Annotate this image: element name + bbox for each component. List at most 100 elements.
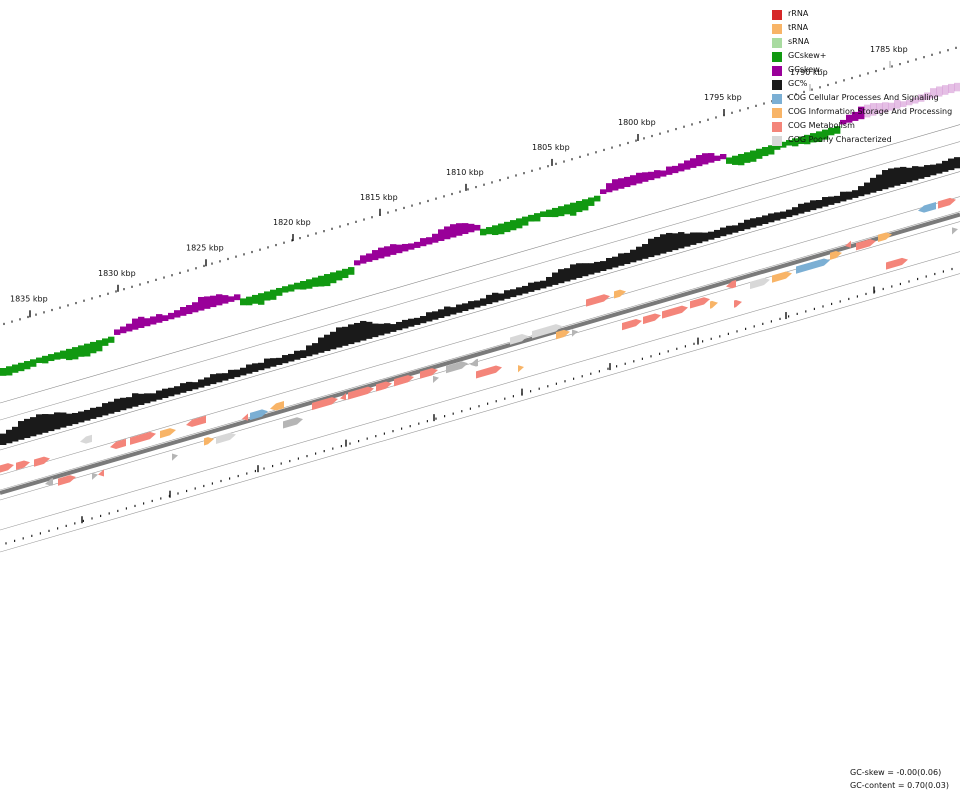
gene-feature-cog-metabolism [662,305,688,319]
gene-feature-cog-metabolism [348,386,374,400]
gc-content-bar [168,387,175,397]
gc-skew-plus-bar [726,157,733,164]
gc-content-bar [294,350,301,360]
gc-skew-minus-bar [366,253,373,262]
gene-feature-cog-metabolism [643,313,661,325]
ruler-tick-label: 1815 kbp [360,193,398,202]
gc-skew-minus-bar [138,316,145,328]
gc-skew-plus-bar [306,279,313,289]
gc-skew-plus-bar [348,267,355,275]
gc-content-bar [144,393,151,404]
gc-skew-minus-bar [228,296,235,302]
gc-content-bar [798,203,805,214]
gc-skew-plus-bar [798,136,805,144]
ruler-tick-label: 1805 kbp [532,143,570,152]
gene-feature-cog-metabolism [98,469,104,477]
gc-skew-minus-bar [720,154,727,160]
gc-content-bar [486,294,493,305]
gc-skew-minus-bar [612,179,619,191]
gc-skew-minus-bar [630,175,637,186]
gene-feature-cog-information [710,300,718,309]
gc-content-bar [276,357,283,365]
gc-content-bar [774,212,781,221]
gc-skew-minus-bar [174,310,181,318]
guide-line [0,124,960,404]
legend-label-rrna: rRNA [788,9,809,18]
legend-label-cog-poorly: COG Poorly Characterized [788,135,892,144]
gc-skew-plus-bar [264,291,271,301]
gc-skew-plus-bar [6,366,13,376]
gc-skew-minus-bar [864,104,871,118]
gc-content-bar [42,414,49,433]
gc-content-bar [30,417,37,437]
gc-skew-plus-bar [270,289,277,300]
legend-label-gcskew-minus: GCskew- [788,65,823,74]
gc-content-bar [660,234,667,254]
gc-skew-minus-bar [648,171,655,181]
gc-skew-plus-bar [570,202,577,216]
gc-content-bar [522,285,529,294]
gc-content-bar [438,309,445,318]
gene-feature-cog-unknown [92,472,98,480]
ruler-tick-label: 1830 kbp [98,269,136,278]
gc-skew-minus-bar [216,294,223,306]
gc-content-bar [954,157,960,169]
gc-skew-minus-bar [918,94,925,102]
gc-content-bar [468,301,475,310]
gc-content-bar [852,190,859,198]
legend-label-srna: sRNA [788,37,810,46]
legend-item-gcskew-plus: GCskew+ [772,50,960,64]
gc-content-bar [876,174,883,191]
gc-skew-plus-bar [762,147,769,157]
gc-skew-minus-bar [714,155,721,161]
gc-content-bar [942,160,949,172]
gc-content-bar [828,196,835,205]
gene-feature-cog-metabolism [16,460,30,470]
gc-skew-minus-bar [378,247,385,259]
gc-content-bar [174,386,181,395]
gc-skew-plus-bar [546,209,553,218]
gene-feature-cog-information [614,289,626,299]
gc-content-bar [288,353,295,362]
legend-swatch-rrna [772,10,782,20]
gene-feature-cog-unknown [45,478,53,486]
legend-swatch-cog-information [772,108,782,118]
ruler-tick-label: 1810 kbp [446,168,484,177]
gc-skew-plus-bar [552,207,559,218]
gc-content-bar [6,429,13,444]
gc-content-bar [222,373,229,381]
gc-skew-minus-bar [468,223,475,233]
gc-skew-plus-bar [558,206,565,217]
gc-skew-plus-bar [582,199,589,211]
gene-feature-cog-information [270,401,284,411]
gene-feature-cog-metabolism [58,475,76,486]
gc-content-bar [192,382,199,390]
gene-feature-cog-metabolism [0,463,14,473]
ruler-tick-label: 1825 kbp [186,243,224,252]
gc-content-bar [126,397,133,409]
gc-skew-minus-bar [930,88,937,99]
gc-content-bar [690,232,697,245]
gc-skew-plus-bar [240,298,247,306]
gene-feature-cog-metabolism [845,240,851,248]
gc-skew-minus-bar [846,114,853,123]
gc-content-bar [768,213,775,223]
feature-track [0,197,960,495]
gc-content-bar [840,191,847,202]
gc-content-bar [780,211,787,219]
gc-content-bar [444,306,451,317]
gc-content-bar [816,200,823,209]
gc-skew-plus-bar [498,223,505,235]
gc-content-bar [732,225,739,233]
gc-skew-plus-bar [576,200,583,213]
gc-skew-minus-bar [144,318,151,327]
gc-content-bar [450,307,457,315]
gc-skew-minus-bar [204,296,211,309]
gc-skew-minus-bar [636,172,643,184]
gc-skew-plus-bar [816,131,823,143]
gc-skew-minus-bar [456,223,463,236]
gc-skew-plus-bar [336,270,343,281]
gc-skew-plus-bar [78,345,85,357]
gc-content-bar [462,303,469,312]
gc-skew-minus-bar [702,153,709,165]
